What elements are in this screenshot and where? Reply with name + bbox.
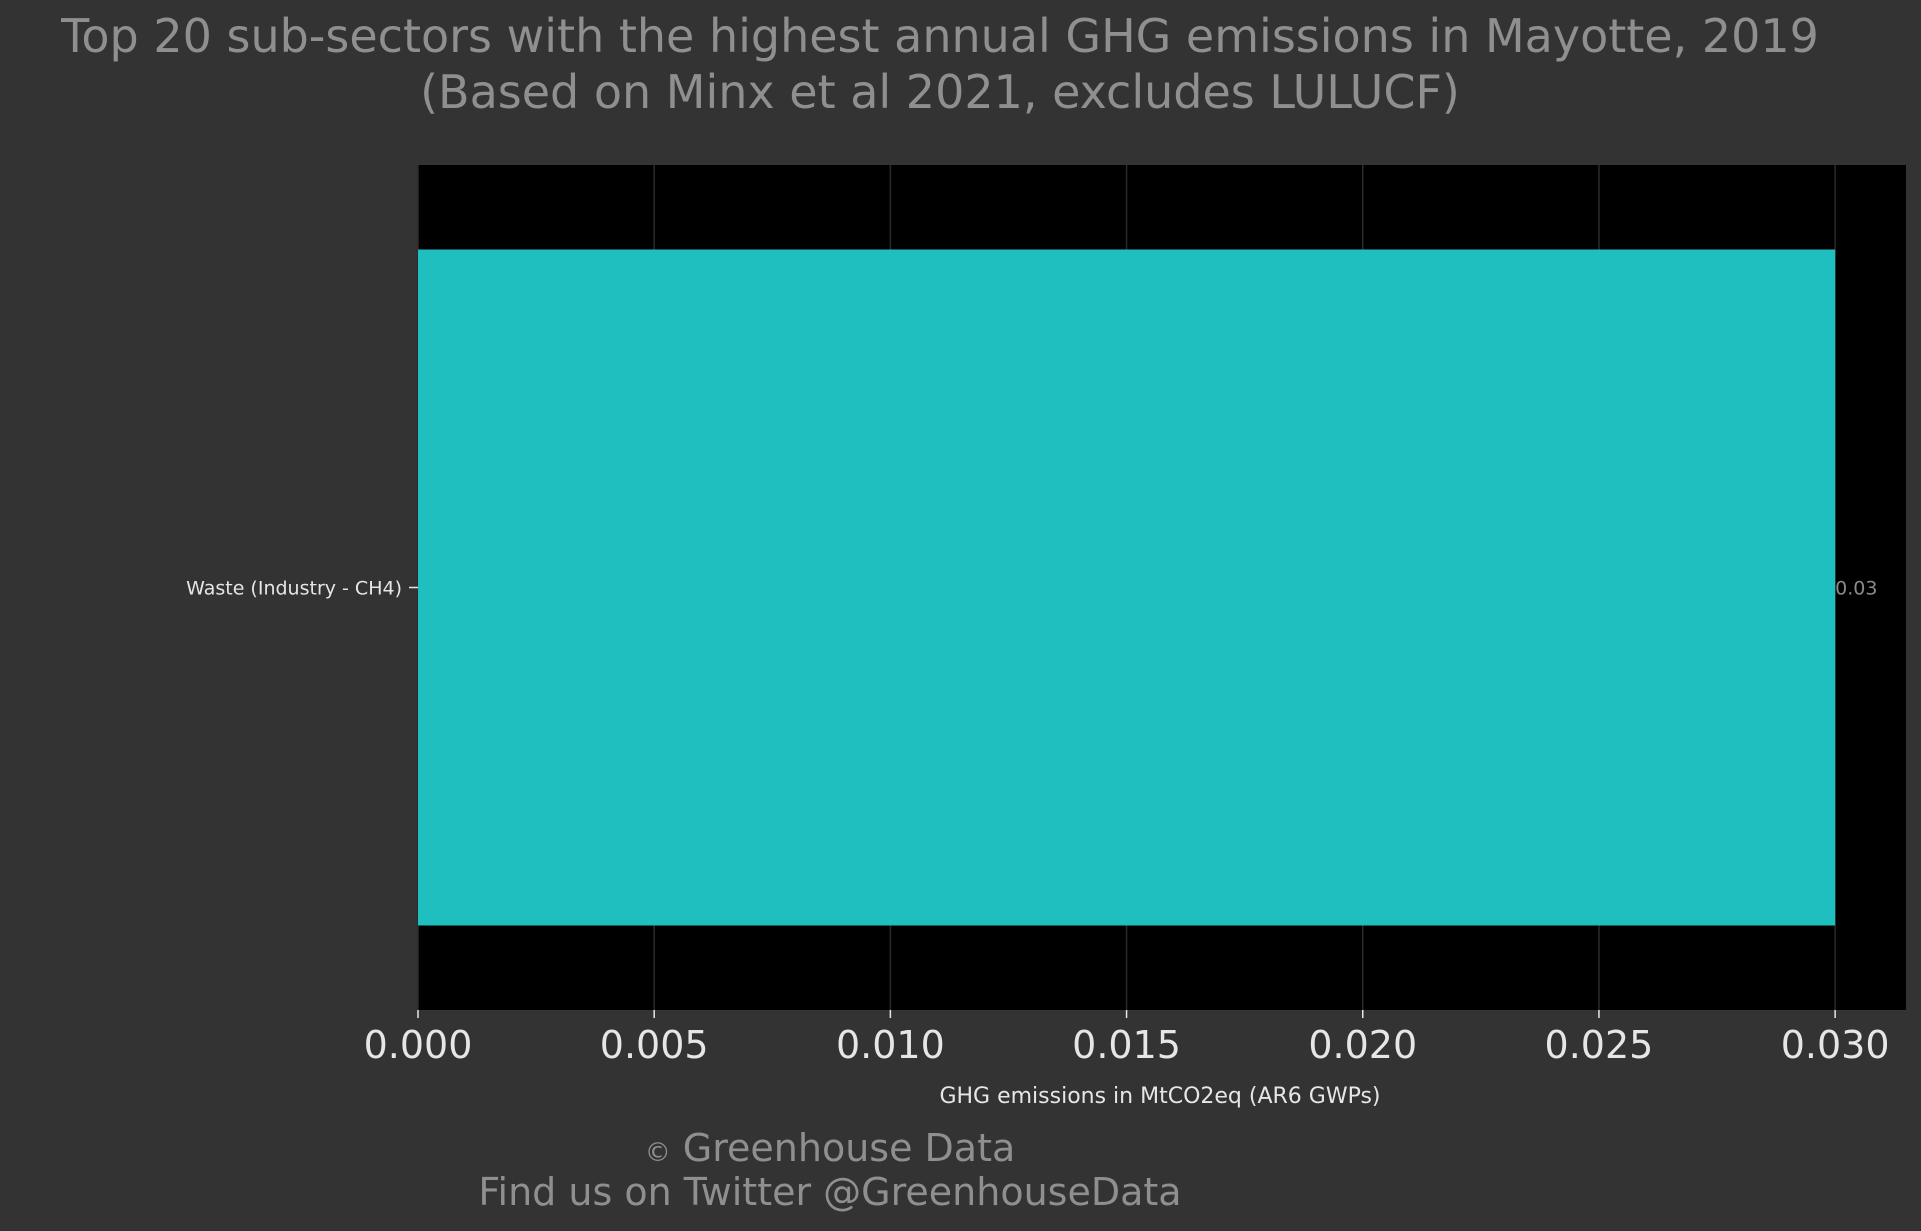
chart-title-main: Top 20 sub-sectors with the highest annu… <box>61 9 1819 63</box>
bar-data-label: 0.03 <box>1835 578 1877 600</box>
x-tick-label: 0.000 <box>364 1023 473 1067</box>
x-tick-label: 0.010 <box>836 1023 945 1067</box>
bar <box>418 249 1836 926</box>
bars: 0.03 <box>418 249 1877 926</box>
y-tick-label: Waste (Industry - CH4) <box>186 578 402 600</box>
y-axis: Waste (Industry - CH4) <box>186 578 418 600</box>
footer-copyright: © Greenhouse Data <box>0 1126 1660 1175</box>
x-tick-label: 0.030 <box>1781 1023 1890 1067</box>
x-tick-label: 0.025 <box>1545 1023 1654 1067</box>
chart-title: Top 20 sub-sectors with the highest annu… <box>0 8 1880 120</box>
x-tick-label: 0.020 <box>1308 1023 1417 1067</box>
footer-twitter: Find us on Twitter @GreenhouseData <box>478 1170 1182 1214</box>
footer-brand: Greenhouse Data <box>682 1126 1016 1170</box>
x-axis: 0.000 0.005 0.010 0.015 0.020 0.025 0.030 <box>364 1010 1890 1067</box>
chart-subtitle: (Based on Minx et al 2021, excludes LULU… <box>420 65 1460 119</box>
x-axis-title: GHG emissions in MtCO2eq (AR6 GWPs) <box>939 1084 1380 1109</box>
x-tick-label: 0.005 <box>600 1023 709 1067</box>
copyright-icon: © <box>644 1138 671 1168</box>
x-tick-label: 0.015 <box>1072 1023 1181 1067</box>
